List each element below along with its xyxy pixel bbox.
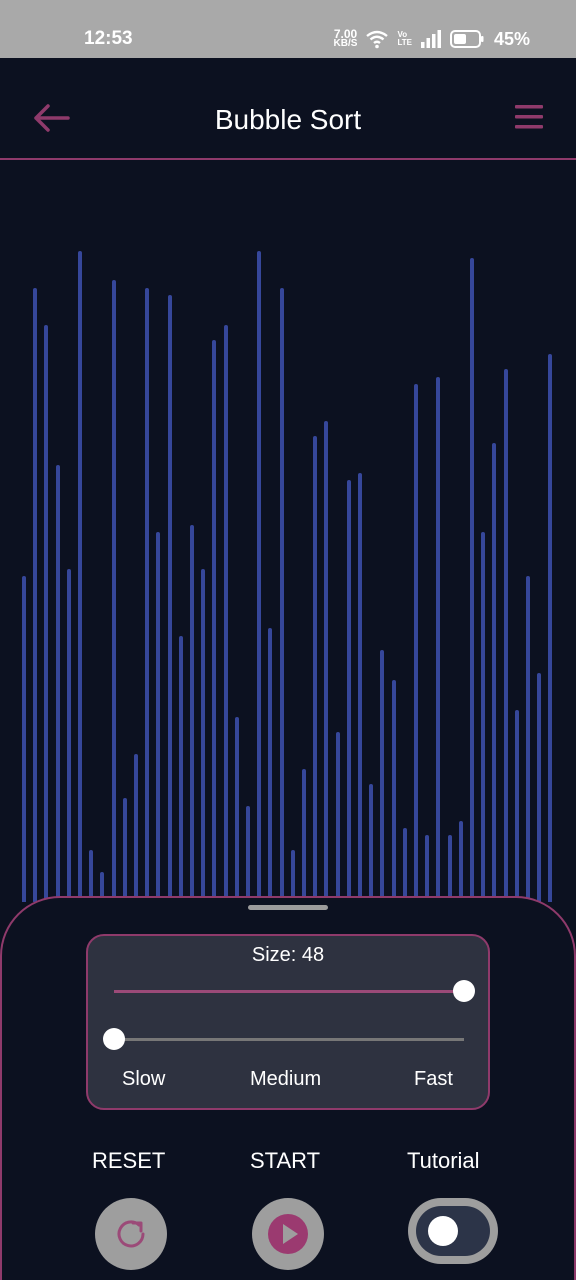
array-bar	[548, 354, 552, 902]
array-bar	[425, 835, 429, 902]
wifi-icon	[366, 30, 389, 49]
array-bar	[145, 288, 149, 902]
tutorial-toggle-track	[416, 1206, 490, 1256]
app-bar: Bubble Sort	[0, 58, 576, 160]
battery-percent: 45%	[493, 28, 530, 49]
array-bar	[179, 636, 183, 902]
array-bar	[358, 473, 362, 902]
settings-panel: Size: 48 Slow Medium Fast	[86, 934, 490, 1110]
array-bar	[246, 806, 250, 902]
status-bar: 12:53 7.00 KB/S Vo LTE 45%	[0, 0, 576, 58]
sort-visualization	[0, 162, 576, 902]
battery-icon	[449, 30, 484, 48]
array-bar	[89, 850, 93, 902]
array-bar	[504, 369, 508, 902]
array-bar	[481, 532, 485, 902]
back-button[interactable]	[28, 98, 74, 138]
reset-label: RESET	[92, 1148, 166, 1173]
signal-icon	[420, 30, 441, 48]
array-bar	[336, 732, 340, 902]
status-time: 12:53	[84, 28, 133, 49]
speed-label-fast: Fast	[414, 1068, 453, 1090]
array-bar	[414, 384, 418, 902]
array-bar	[67, 569, 71, 902]
reset-button[interactable]	[95, 1198, 167, 1270]
menu-button[interactable]	[514, 102, 544, 132]
page-title: Bubble Sort	[214, 104, 362, 135]
array-bar	[313, 436, 317, 902]
volte-indicator: Vo LTE	[397, 31, 412, 47]
array-bar	[436, 377, 440, 902]
sheet-drag-handle[interactable]	[248, 905, 328, 910]
array-bar	[392, 680, 396, 902]
tutorial-toggle[interactable]	[408, 1198, 498, 1264]
array-bar	[302, 769, 306, 902]
speed-label-slow: Slow	[122, 1068, 166, 1090]
array-bar	[526, 576, 530, 902]
net-speed-unit: KB/S	[333, 38, 358, 49]
array-bar	[201, 569, 205, 902]
array-bar	[347, 480, 351, 902]
array-bar	[134, 754, 138, 902]
arrow-left-icon	[34, 104, 70, 132]
size-label: Size: 48	[251, 944, 325, 966]
array-bar	[369, 784, 373, 902]
array-bar	[380, 650, 384, 902]
array-bar	[100, 872, 104, 902]
volte-top: Vo	[397, 30, 408, 39]
hamburger-menu-icon	[515, 105, 543, 129]
start-button[interactable]	[252, 1198, 324, 1270]
volte-bottom: LTE	[397, 38, 412, 47]
array-bar	[280, 288, 284, 902]
size-slider-track[interactable]	[114, 990, 464, 993]
status-icons: 7.00 KB/S Vo LTE 45%	[334, 26, 530, 52]
speed-label-medium: Medium	[250, 1068, 322, 1090]
play-circle-icon	[268, 1214, 308, 1254]
array-bar	[212, 340, 216, 902]
size-slider-thumb[interactable]	[453, 980, 475, 1002]
array-bar	[78, 251, 82, 902]
array-bar	[492, 443, 496, 902]
array-bar	[403, 828, 407, 902]
tutorial-toggle-knob	[428, 1216, 458, 1246]
array-bar	[190, 525, 194, 902]
array-bar	[448, 835, 452, 902]
refresh-icon	[117, 1220, 145, 1248]
array-bar	[257, 251, 261, 902]
net-speed: 7.00 KB/S	[333, 27, 358, 49]
array-bar	[33, 288, 37, 902]
array-bar	[291, 850, 295, 902]
array-bar	[168, 295, 172, 902]
array-bar	[224, 325, 228, 902]
array-bar	[112, 280, 116, 902]
array-bar	[156, 532, 160, 902]
speed-slider-track[interactable]	[114, 1038, 464, 1041]
array-bar	[235, 717, 239, 902]
array-bar	[459, 821, 463, 902]
array-bar	[515, 710, 519, 902]
array-bar	[537, 673, 541, 902]
tutorial-label: Tutorial	[407, 1148, 480, 1173]
start-label: START	[250, 1148, 321, 1173]
array-bar	[470, 258, 474, 902]
speed-slider-thumb[interactable]	[103, 1028, 125, 1050]
net-speed-value: 7.00	[333, 27, 358, 41]
array-bar	[268, 628, 272, 902]
array-bar	[56, 465, 60, 902]
array-bar	[22, 576, 26, 902]
array-bar	[44, 325, 48, 902]
array-bar	[123, 798, 127, 902]
array-bar	[324, 421, 328, 902]
